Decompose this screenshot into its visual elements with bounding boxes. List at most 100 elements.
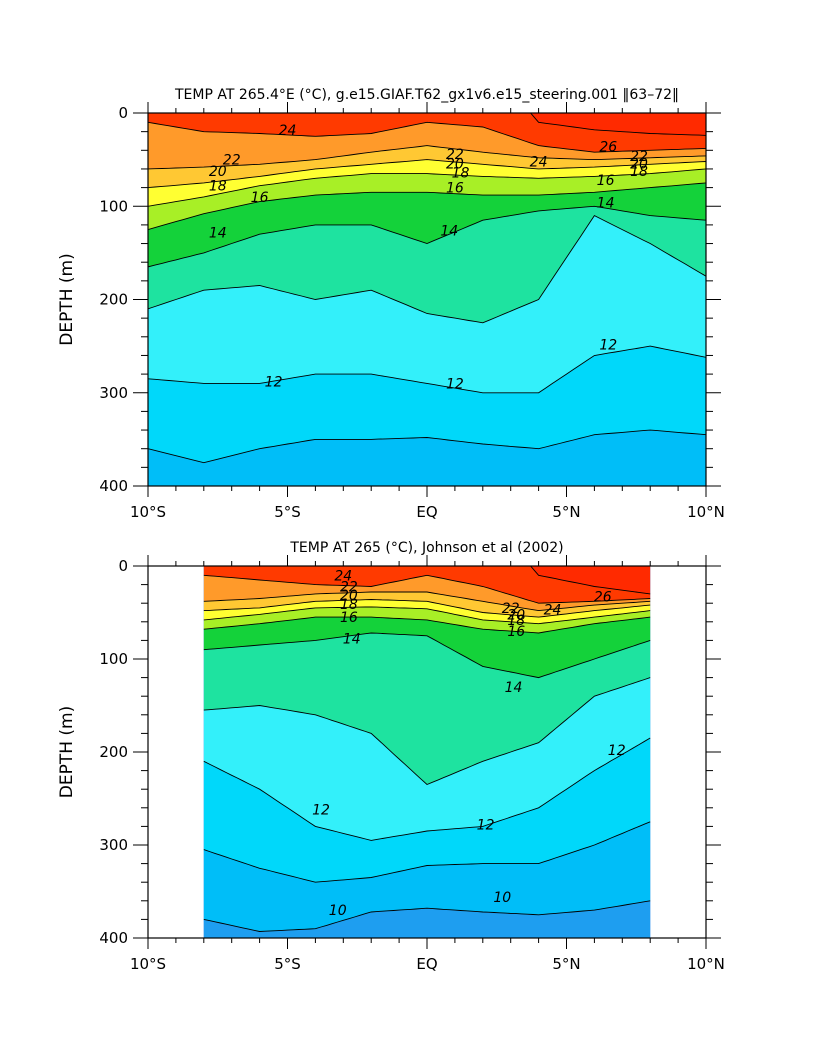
temperature-band-fill [203,617,651,678]
isotherm-label: 14 [505,680,523,696]
y-tick-label: 400 [99,929,128,947]
y-axis-label: DEPTH (m) [57,706,77,798]
isotherm-line [148,429,706,464]
isotherm-label: 26 [599,140,617,156]
isotherm-label: 24 [530,155,548,171]
axis-tick-layer: 10°S 5°S EQ 5°N 10°N 0 100 200 300 400 [99,102,725,521]
isotherm-line [148,168,706,207]
isotherm-line [203,616,651,634]
temperature-band-fill [203,677,651,841]
x-tick-label: EQ [416,503,437,521]
isotherm-line [148,205,706,268]
temperature-fill-layer [203,566,651,938]
isotherm-line [203,737,651,841]
isotherm-label: 22 [340,580,358,596]
isotherm-label: 24 [279,123,297,139]
isotherm-label: 12 [599,337,617,353]
isotherm-line [148,215,706,324]
isotherm-label: 12 [312,803,330,819]
isotherm-label: 10 [493,890,511,906]
isotherm-line [529,566,651,595]
isotherm-label: 14 [597,196,615,212]
temperature-band-fill [530,113,706,136]
temperature-band-fill [530,566,651,594]
isotherm-line [148,159,706,189]
x-tick-label: 5°S [274,503,301,521]
isotherm-label: 22 [223,153,241,169]
y-tick-label: 0 [118,557,128,575]
isotherm-label: 20 [446,156,464,172]
isotherm-label: 12 [477,818,495,834]
isotherm-label: 18 [630,164,648,180]
isotherm-label: 20 [507,607,525,623]
isotherm-line [530,113,706,136]
temperature-band-fill [203,633,651,785]
isotherm-label: 20 [209,164,227,180]
temperature-band-fill [203,566,651,604]
isotherm-label: 18 [452,166,470,182]
temperature-band-fill [148,346,706,463]
isotherm-label: 16 [340,610,358,626]
isotherm-line [148,145,706,170]
y-tick-label: 100 [99,650,128,668]
isotherm-layer [148,113,706,464]
y-axis-label: DEPTH (m) [57,253,77,345]
isotherm-line [148,121,706,153]
temperature-band-fill [148,159,706,207]
y-tick-label: 200 [99,743,128,761]
isotherm-label: 22 [446,147,464,163]
isotherm-label: 20 [340,588,358,604]
temperature-band-fill [148,145,706,188]
y-tick-label: 300 [99,836,128,854]
x-tick-label: 5°S [274,955,301,973]
isotherm-label: 18 [209,179,227,195]
isotherm-line [203,632,651,679]
y-tick-label: 400 [99,477,128,495]
isotherm-label: 16 [251,190,269,206]
x-tick-label: 5°N [552,955,580,973]
isotherm-label: 12 [446,376,464,392]
isotherm-line [203,574,651,604]
isotherm-label: 26 [594,590,612,606]
isotherm-line [148,345,706,394]
isotherm-label: 16 [507,624,525,640]
isotherm-label: 22 [630,149,648,165]
chart-title: TEMP AT 265 (°C), Johnson et al (2002) [289,540,563,556]
isotherm-label: 14 [343,632,361,648]
isotherm-label: 20 [630,156,648,172]
isotherm-line [203,599,651,618]
isotherm-label: 18 [340,597,358,613]
chart-title: TEMP AT 265.4°E (°C), g.e15.GIAF.T62_gx1… [174,87,679,103]
temperature-band-fill [203,821,651,932]
x-tick-label: 10°N [687,503,725,521]
temperature-band-fill [203,599,651,624]
temperature-band-fill [148,113,706,153]
temperature-section-panel-observed: TEMP AT 265 (°C), Johnson et al (2002) 2… [57,540,725,973]
isotherm-line [203,677,651,786]
isotherm-label: 12 [265,375,283,391]
temperature-band-fill [148,206,706,323]
x-tick-label: 10°N [687,955,725,973]
isotherm-line [148,182,706,231]
isotherm-line [203,591,651,612]
isotherm-label: 16 [597,173,615,189]
y-tick-label: 0 [118,104,128,122]
x-tick-label: 5°N [552,503,580,521]
temperature-band-fill [203,575,651,611]
isotherm-label: 12 [608,743,626,759]
temperature-band-fill [148,215,706,393]
y-tick-label: 100 [99,197,128,215]
x-tick-label: EQ [416,955,437,973]
isotherm-label: 24 [544,603,562,619]
isotherm-label: 18 [507,613,525,629]
x-tick-label: 10°S [130,955,166,973]
isotherm-label: 14 [209,225,227,241]
axis-tick-layer: 10°S 5°S EQ 5°N 10°N 0 100 200 300 400 [99,555,725,973]
isotherm-label: 14 [440,224,458,240]
isotherm-label: 24 [334,568,352,584]
isotherm-label: 16 [446,181,464,197]
isotherm-layer [203,566,651,932]
temperature-section-panel-model: TEMP AT 265.4°E (°C), g.e15.GIAF.T62_gx1… [57,87,725,521]
x-tick-label: 10°S [130,503,166,521]
